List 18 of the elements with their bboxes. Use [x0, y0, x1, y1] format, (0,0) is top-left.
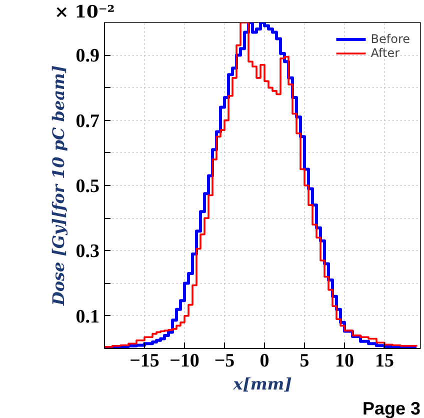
- y-tick-label: 0.7: [76, 110, 100, 132]
- y-tick-label: 0.5: [76, 176, 100, 197]
- legend-label: Before: [370, 32, 410, 46]
- y-axis-title: Dose [Gy][for 10 pC beam]: [48, 65, 68, 307]
- x-tick-label: 10: [335, 350, 354, 372]
- x-tick-label: −15: [130, 350, 160, 372]
- x-tick-label: 5: [300, 350, 310, 372]
- y-tick-label: 0.3: [76, 241, 100, 262]
- y-tick-label: 0.1: [76, 306, 100, 328]
- legend-label: After: [370, 46, 400, 60]
- x-tick-label: −10: [170, 350, 200, 372]
- x-tick-label: 0: [260, 350, 270, 372]
- x-tick-label: 15: [375, 350, 394, 372]
- x-axis-title: x[mm]: [232, 374, 292, 394]
- x-tick-label: −5: [214, 350, 235, 372]
- text: Page 3: [362, 398, 421, 418]
- text: × 10⁻²: [54, 2, 115, 22]
- y-tick-label: 0.9: [76, 46, 100, 67]
